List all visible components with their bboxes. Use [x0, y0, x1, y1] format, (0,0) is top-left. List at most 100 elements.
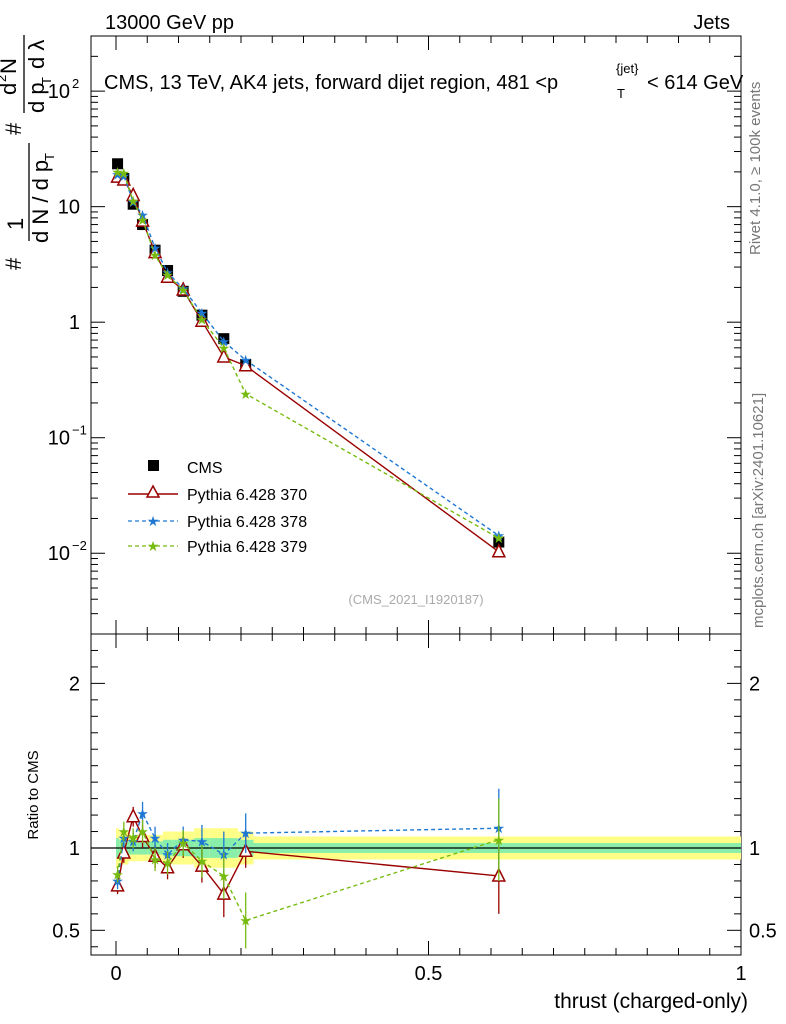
legend-label-cms: CMS — [187, 460, 223, 477]
main-series-line-2 — [117, 173, 500, 537]
legend-marker-370 — [145, 484, 161, 498]
ratio-point-1: ★ — [136, 805, 149, 821]
ylabel-part-i: d p — [24, 82, 49, 113]
ratio-point-2: ★ — [177, 835, 190, 851]
main-ytick-exponent: 2 — [72, 76, 79, 91]
main-point-3: ★ — [218, 340, 231, 356]
ratio-data-layer: ★★★★★★★ ★★★ ★★★★★★ ★★★★★★ — [110, 788, 507, 949]
legend-label-370: Pythia 6.428 370 — [187, 487, 307, 504]
ratio-series-line-1 — [116, 811, 499, 882]
main-point-2: ★ — [136, 207, 149, 223]
ylabel-part-a: # — [1, 257, 26, 270]
main-point-3: ★ — [239, 386, 252, 402]
cms-data-point — [127, 198, 139, 210]
header-left: 13000 GeV pp — [105, 12, 234, 34]
main-point-3: ★ — [111, 164, 124, 180]
ratio-point-2: ★ — [196, 853, 209, 869]
main-ytick-label: 10 — [48, 543, 70, 565]
legend: CMS Pythia 6.428 370 ★ Pythia 6.428 378 … — [128, 460, 307, 556]
ratio-point-2: ★ — [136, 824, 149, 840]
ratio-point-2: ★ — [239, 912, 252, 928]
main-data-layer: ★★★★★★★★★★★★★★★★★★★★★★ — [110, 158, 507, 558]
main-point-3: ★ — [493, 530, 506, 546]
main-point-3: ★ — [149, 247, 162, 263]
legend-marker-cms — [148, 460, 159, 471]
main-point-3: ★ — [127, 193, 140, 209]
ratio-ytick-label-left: 1 — [69, 838, 80, 860]
main-axis-ticks — [91, 35, 742, 635]
plot-title: CMS, 13 TeV, AK4 jets, forward dijet reg… — [104, 61, 744, 101]
main-point-2: ★ — [161, 264, 174, 280]
main-point-2: ★ — [177, 281, 190, 297]
ratio-point-2: ★ — [161, 855, 174, 871]
ratio-point-2: ★ — [149, 852, 162, 868]
legend-label-379: Pythia 6.428 379 — [187, 539, 307, 556]
title-main-text: CMS, 13 TeV, AK4 jets, forward dijet reg… — [104, 72, 558, 94]
main-ytick-exponent: −2 — [72, 538, 87, 553]
ratio-ytick-label-left: 0.5 — [52, 920, 80, 942]
main-ytick-label: 1 — [69, 312, 80, 334]
ratio-point-1: ★ — [149, 830, 162, 846]
ratio-uncertainty-band — [91, 828, 741, 868]
ylabel-part-j: T — [39, 77, 54, 85]
ratio-point-2: ★ — [218, 868, 231, 884]
ratio-xtick-label: 0.5 — [415, 963, 443, 985]
ratio-point-2: ★ — [111, 866, 124, 882]
main-point-370 — [216, 348, 232, 363]
main-point-3: ★ — [136, 212, 149, 228]
ratio-axis-ticks — [91, 634, 742, 955]
ratio-series-line-2 — [116, 830, 500, 922]
ylabel-part-b: 1 — [3, 218, 28, 230]
mcplots-label: mcplots.cern.ch [arXiv:2401.10621] — [750, 393, 767, 628]
main-point-3: ★ — [118, 165, 131, 181]
rivet-version-label: Rivet 4.1.0, ≥ 100k events — [747, 82, 764, 255]
analysis-watermark: (CMS_2021_I1920187) — [348, 592, 483, 607]
main-point-2: ★ — [493, 528, 506, 544]
main-point-3: ★ — [161, 267, 174, 283]
ylabel-part-c: d N / d p — [28, 160, 53, 243]
main-ytick-label: 10 — [48, 428, 70, 450]
legend-marker-378: ★ — [147, 513, 160, 529]
ratio-point-370 — [125, 808, 141, 823]
ylabel-part-k: d λ — [24, 40, 49, 69]
ratio-point-2: ★ — [118, 824, 131, 840]
main-point-370 — [194, 312, 210, 327]
header-right: Jets — [693, 12, 730, 34]
main-ytick-exponent: −1 — [72, 423, 87, 438]
main-point-2: ★ — [111, 166, 124, 182]
ylabel-part-g: 2 — [0, 75, 9, 82]
main-point-2: ★ — [196, 305, 209, 321]
main-ytick-label: 10 — [58, 197, 80, 219]
ratio-point-2: ★ — [493, 832, 506, 848]
cms-data-point — [493, 536, 505, 548]
ylabel-part-d: T — [42, 153, 57, 161]
legend-label-378: Pythia 6.428 378 — [187, 514, 307, 531]
cms-data-point — [218, 333, 230, 345]
legend-marker-379: ★ — [147, 538, 160, 554]
ratio-ytick-label-right: 2 — [749, 673, 760, 695]
ylabel-part-f: d — [0, 83, 21, 95]
main-point-3: ★ — [177, 282, 190, 298]
main-point-2: ★ — [118, 168, 131, 184]
ratio-plot-frame — [90, 633, 742, 956]
main-point-370 — [238, 357, 253, 372]
x-axis-label: thrust (charged-only) — [554, 990, 748, 1013]
ylabel-part-e: # — [1, 122, 26, 135]
main-point-2: ★ — [239, 352, 252, 368]
main-ytick-label: 10 — [48, 81, 70, 103]
ratio-point-1: ★ — [239, 825, 252, 841]
ratio-ytick-label-left: 2 — [69, 673, 80, 695]
title-suffix: < 614 GeV — [647, 72, 744, 94]
ratio-xtick-label: 1 — [735, 963, 746, 985]
ratio-ytick-label-right: 1 — [749, 838, 760, 860]
ratio-ytick-label-right: 0.5 — [749, 920, 777, 942]
main-point-370 — [491, 543, 507, 558]
ratio-xtick-label: 0 — [110, 963, 121, 985]
ratio-point-1: ★ — [196, 833, 209, 849]
ratio-tick-labels: 0.5 0.51 12 20 0.5 1 — [52, 673, 777, 985]
main-point-3: ★ — [196, 312, 209, 328]
ratio-y-label: Ratio to CMS — [25, 750, 42, 839]
main-point-2: ★ — [218, 334, 231, 350]
